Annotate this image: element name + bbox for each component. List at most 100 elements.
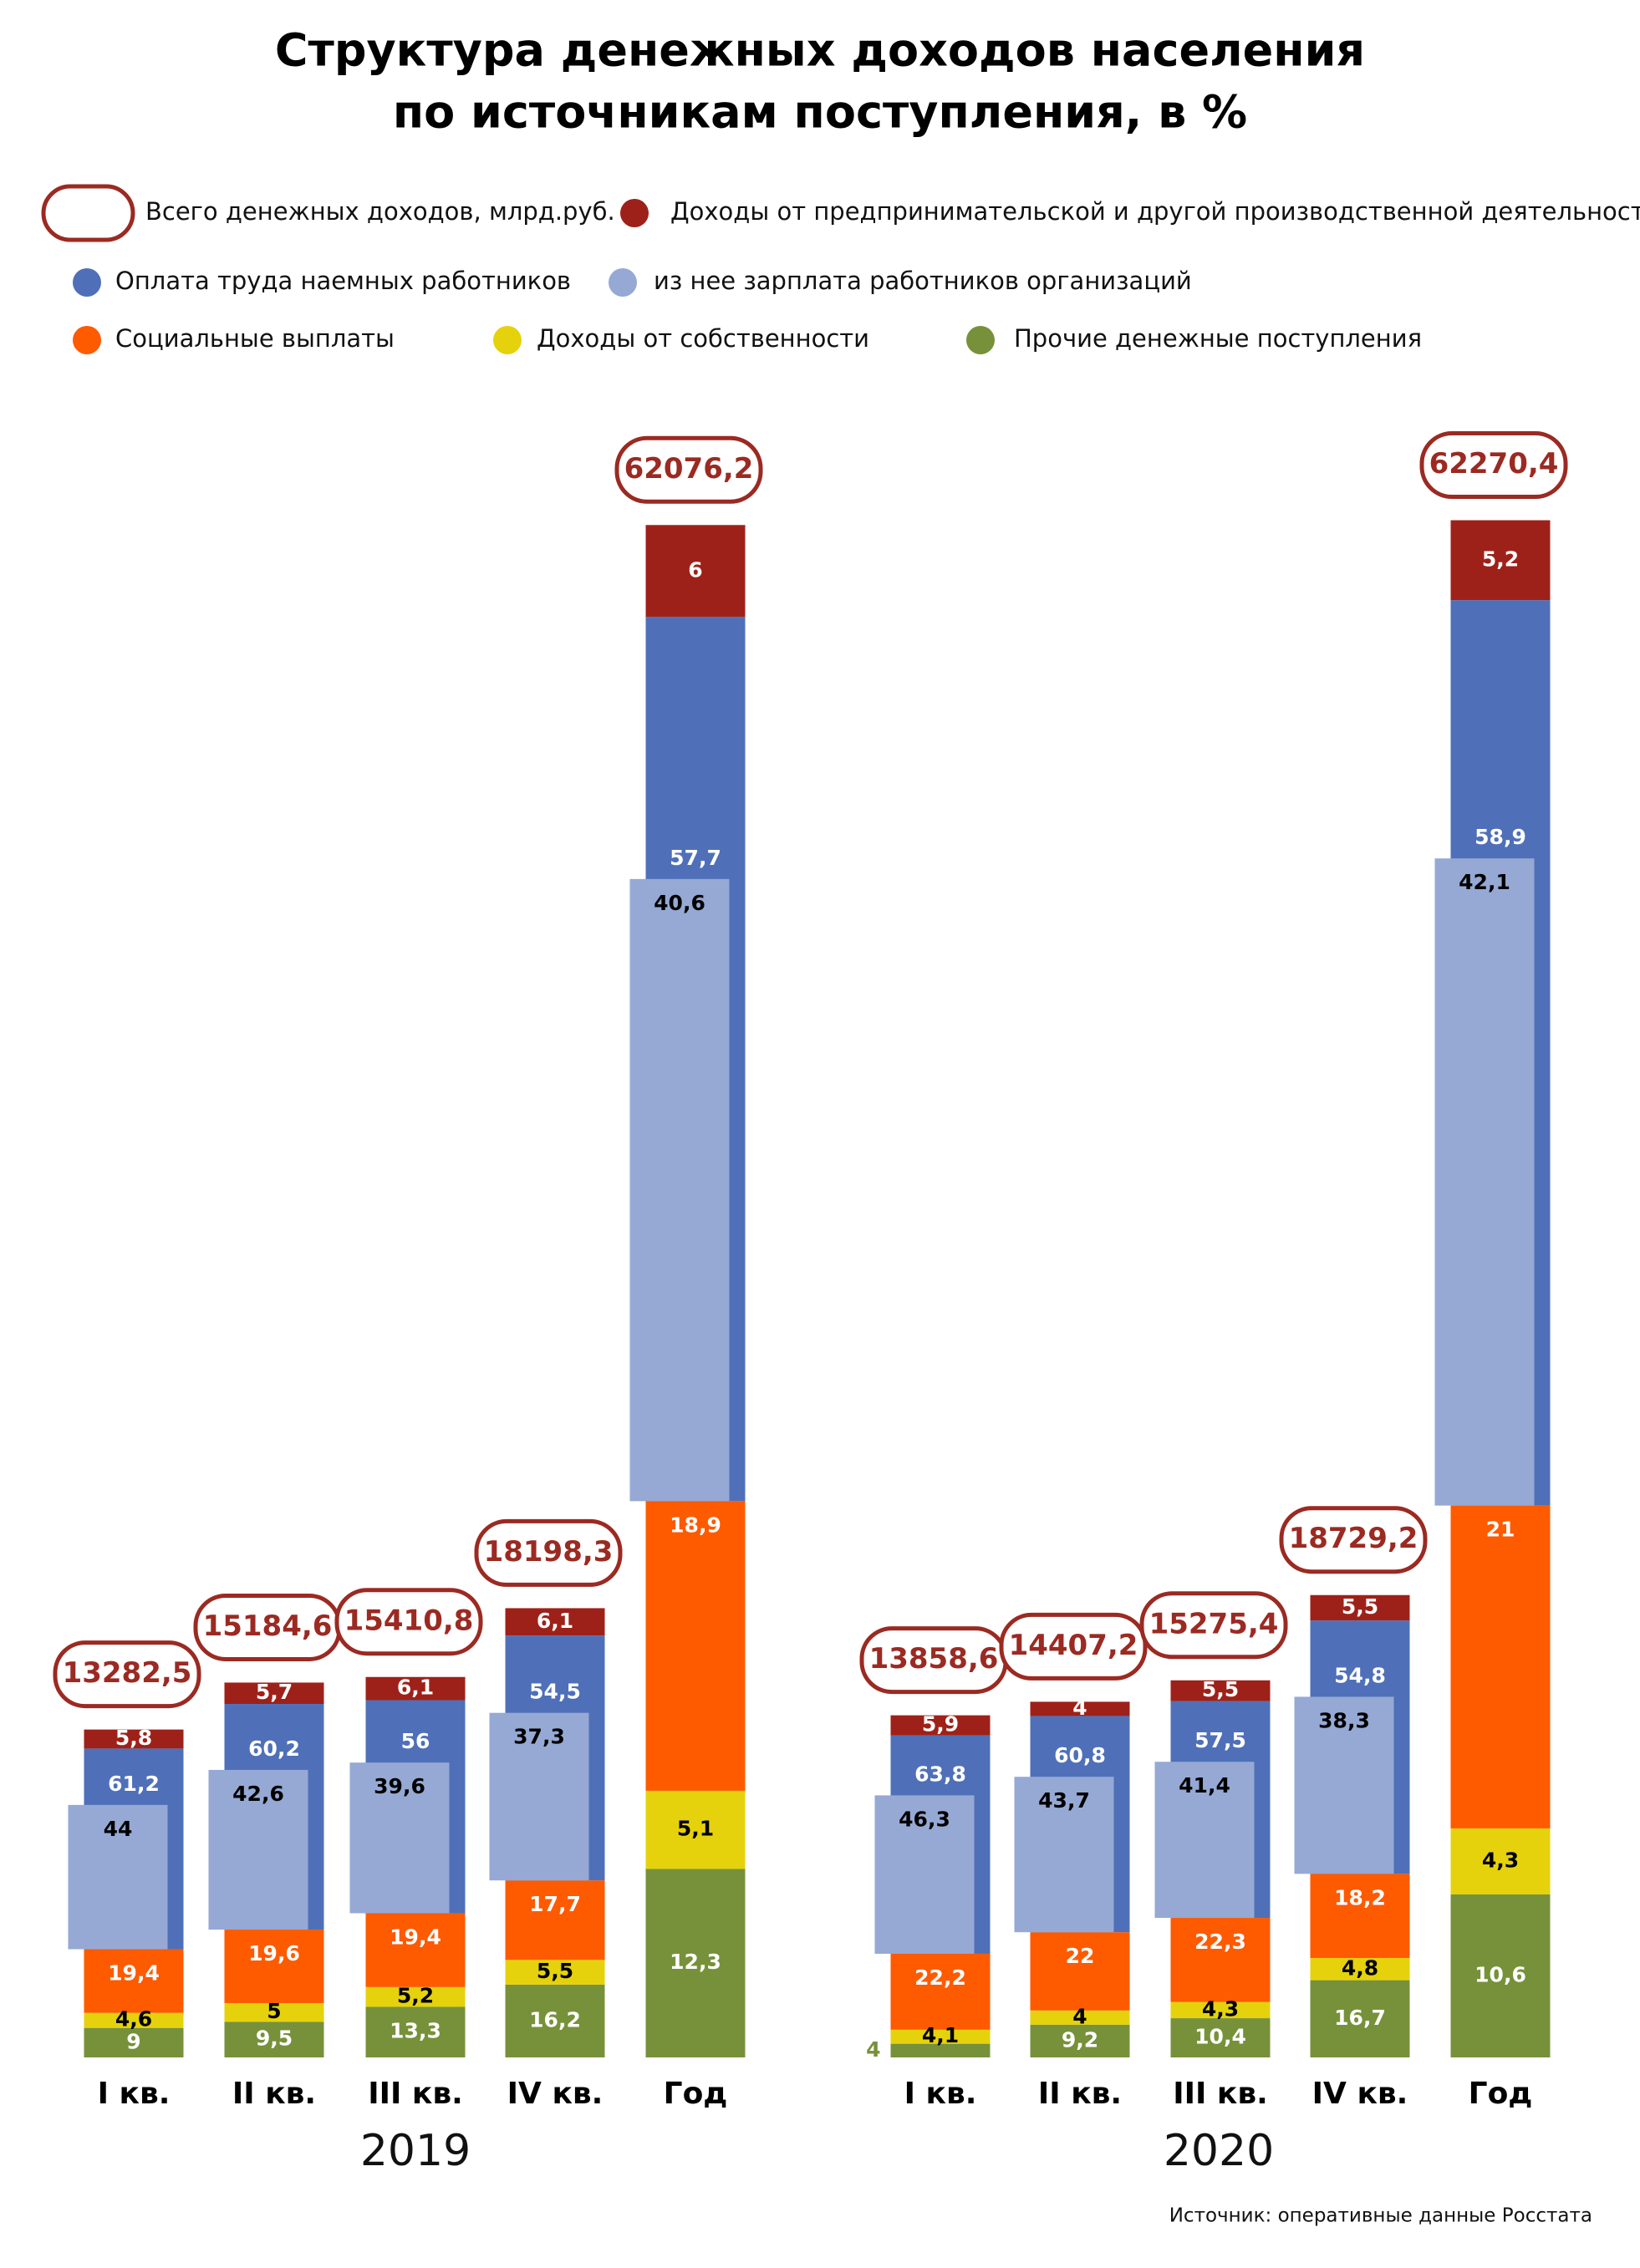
group-label: 2019 xyxy=(360,2126,471,2176)
data-label: 9 xyxy=(126,2029,140,2053)
data-label: 41,4 xyxy=(1179,1773,1230,1798)
data-label: 5,9 xyxy=(922,1712,959,1737)
data-label: 44 xyxy=(104,1817,133,1841)
bar-overlay xyxy=(874,1795,975,1954)
bar-segment xyxy=(1450,1828,1551,1895)
bar-segment xyxy=(1310,1980,1410,2057)
bar-segment xyxy=(84,2012,184,2028)
total-label: 62076,2 xyxy=(624,452,754,486)
chart-title: Структура денежных доходов населения xyxy=(275,24,1365,77)
data-label: 19,4 xyxy=(108,1961,160,1986)
data-label: 22 xyxy=(1066,1944,1095,1968)
data-label: 10,4 xyxy=(1194,2025,1246,2049)
data-label: 54,5 xyxy=(529,1680,581,1704)
data-label: 5,5 xyxy=(1342,1594,1378,1619)
data-label: 19,6 xyxy=(248,1941,300,1965)
data-label: 4 xyxy=(1072,1696,1087,1720)
data-label: 5,2 xyxy=(1482,547,1519,571)
data-label: 4,3 xyxy=(1482,1848,1519,1872)
x-tick-label: III кв. xyxy=(368,2077,463,2111)
legend-swatch xyxy=(73,326,101,354)
bar-overlay xyxy=(1294,1696,1394,1874)
total-label: 62270,4 xyxy=(1429,447,1559,481)
total-label: 18729,2 xyxy=(1289,1522,1418,1555)
total-box xyxy=(1279,1506,1428,1574)
total-box xyxy=(1419,431,1568,500)
bar-segment xyxy=(224,1682,324,1705)
data-label: 4,3 xyxy=(1202,1996,1239,2021)
bar-segment xyxy=(365,1913,466,1987)
total-box xyxy=(999,1612,1148,1681)
total-box xyxy=(53,1640,201,1709)
legend-label: Доходы от предпринимательской и другой п… xyxy=(670,197,1640,226)
bar-segment xyxy=(1170,1918,1271,2002)
total-box xyxy=(334,1588,483,1656)
x-tick-label: I кв. xyxy=(904,2077,977,2111)
source: Источник: оперативные данные Росстата xyxy=(1169,2205,1592,2227)
total-label: 18198,3 xyxy=(484,1535,614,1569)
bar-segment xyxy=(890,2043,991,2057)
data-label: 46,3 xyxy=(899,1807,950,1831)
bar-segment xyxy=(1030,2010,1130,2025)
bar-overlay xyxy=(1014,1777,1114,1933)
x-tick-label: Год xyxy=(664,2077,728,2111)
data-label: 56 xyxy=(401,1729,430,1753)
data-label: 9,5 xyxy=(256,2026,293,2051)
data-label: 38,3 xyxy=(1318,1708,1370,1732)
total-box xyxy=(614,435,763,504)
x-tick-label: III кв. xyxy=(1173,2077,1268,2111)
bar-segment xyxy=(1030,1932,1130,2011)
legend-swatch xyxy=(609,268,637,297)
bar-segment xyxy=(84,2027,184,2057)
data-label: 58,9 xyxy=(1474,825,1526,849)
data-label: 42,1 xyxy=(1459,870,1510,894)
data-label: 22,2 xyxy=(914,1965,966,1990)
data-label: 12,3 xyxy=(670,1950,721,1974)
bar-segment xyxy=(645,1501,746,1791)
bar-segment xyxy=(505,1960,605,1985)
legend-label: Доходы от собственности xyxy=(537,324,869,353)
x-tick-label: IV кв. xyxy=(1312,2077,1408,2111)
data-label: 5,7 xyxy=(256,1680,293,1704)
bar-segment xyxy=(1170,2018,1271,2057)
data-label: 4 xyxy=(866,2037,880,2062)
data-label: 6,1 xyxy=(397,1676,434,1700)
legend-label: Всего денежных доходов, млрд.руб. xyxy=(145,197,615,226)
data-label: 5 xyxy=(267,1999,281,2023)
x-tick-label: II кв. xyxy=(232,2077,316,2111)
total-box xyxy=(1139,1591,1288,1660)
bar-segment xyxy=(84,1949,184,2013)
total-label: 15275,4 xyxy=(1149,1607,1279,1640)
x-tick-label: IV кв. xyxy=(507,2077,604,2111)
bar-segment xyxy=(890,1953,991,2030)
legend-swatch xyxy=(73,268,101,297)
bar-segment xyxy=(224,1930,324,2003)
data-label: 22,3 xyxy=(1194,1930,1246,1954)
legend-swatch xyxy=(966,326,995,354)
data-label: 39,6 xyxy=(374,1774,425,1798)
x-tick-label: I кв. xyxy=(98,2077,171,2111)
total-label: 14407,2 xyxy=(1009,1629,1138,1662)
total-box xyxy=(474,1518,623,1587)
bar-segment xyxy=(645,525,746,618)
legend-label: Социальные выплаты xyxy=(115,324,395,353)
bar-segment xyxy=(1310,1958,1410,1981)
bar-overlay xyxy=(629,878,730,1502)
data-label: 60,2 xyxy=(248,1737,300,1761)
data-label: 4,1 xyxy=(922,2023,959,2047)
bar-segment xyxy=(1310,1594,1410,1621)
group-label: 2020 xyxy=(1164,2126,1274,2176)
bar-segment xyxy=(890,1715,991,1736)
legend-label: из нее зарплата работников организаций xyxy=(654,267,1192,295)
bar-overlay xyxy=(1434,858,1535,1506)
legend-label: Прочие денежные поступления xyxy=(1014,324,1422,353)
total-label: 13858,6 xyxy=(869,1642,999,1676)
total-label: 15410,8 xyxy=(344,1604,474,1637)
total-label: 13282,5 xyxy=(63,1656,192,1690)
bar-segment xyxy=(1170,1680,1271,1701)
data-label: 5,2 xyxy=(397,1984,434,2008)
data-label: 18,9 xyxy=(670,1513,721,1537)
x-tick-label: II кв. xyxy=(1038,2077,1122,2111)
legend-label: Оплата труда наемных работников xyxy=(115,267,571,295)
